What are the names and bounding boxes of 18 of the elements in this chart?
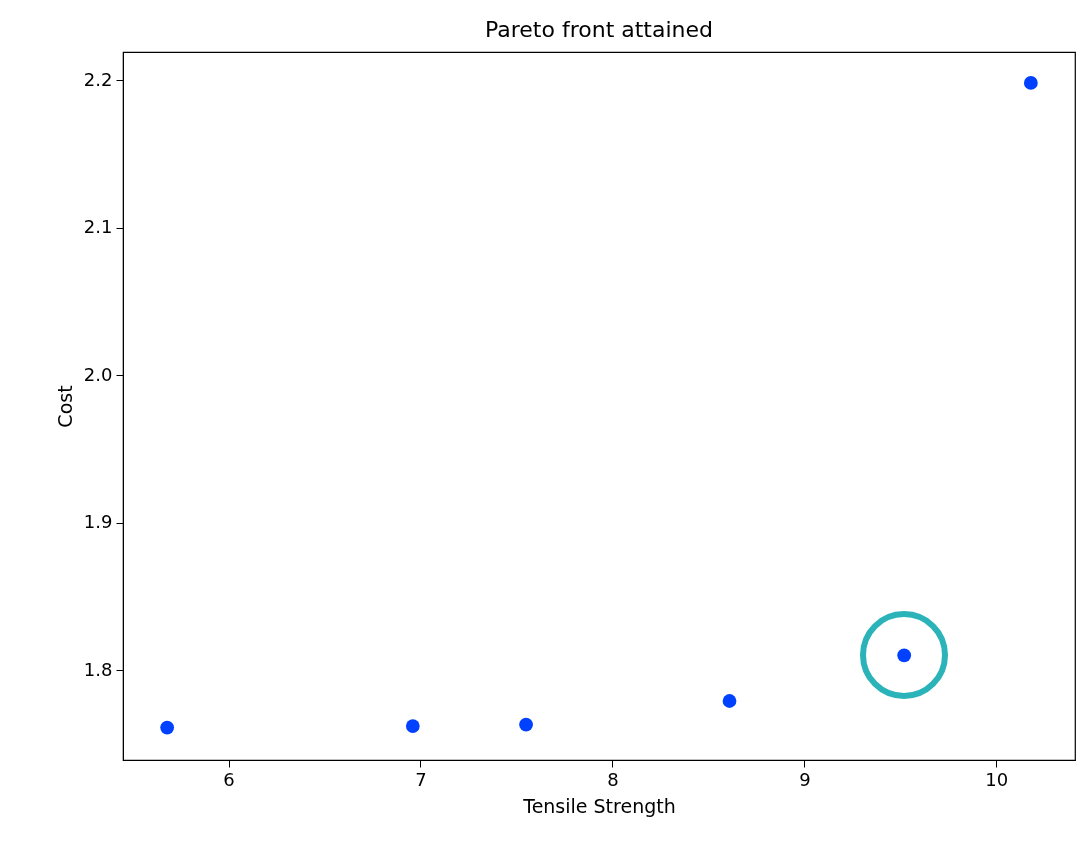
y-tick-label: 1.8: [83, 658, 113, 680]
y-tick-label: 2.1: [83, 216, 113, 238]
point: [160, 720, 175, 735]
x-tick-label: 6: [223, 768, 235, 790]
x-tick-label: 8: [607, 768, 619, 790]
chart-title: Pareto front attained: [484, 17, 714, 42]
x-axis-title: Tensile Strength: [522, 794, 676, 817]
x-tick-label: 7: [415, 768, 427, 790]
y-axis-title: Cost: [53, 385, 76, 428]
y-tick-label: 2.0: [83, 363, 113, 385]
point: [405, 719, 420, 733]
point: [519, 717, 533, 732]
y-tick-label: 2.2: [83, 68, 113, 90]
y-tick-label: 1.9: [83, 511, 113, 533]
x-tick-label: 9: [799, 768, 811, 790]
x-tick-label: 10: [985, 768, 1009, 790]
point: [722, 694, 737, 708]
point: [1023, 76, 1038, 90]
